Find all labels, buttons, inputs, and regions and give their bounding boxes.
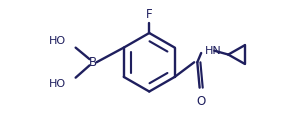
Text: HN: HN [205, 46, 222, 56]
Text: HO: HO [49, 36, 66, 46]
Text: F: F [146, 8, 153, 21]
Text: B: B [88, 56, 97, 69]
Text: O: O [196, 95, 206, 108]
Text: HO: HO [49, 79, 66, 89]
